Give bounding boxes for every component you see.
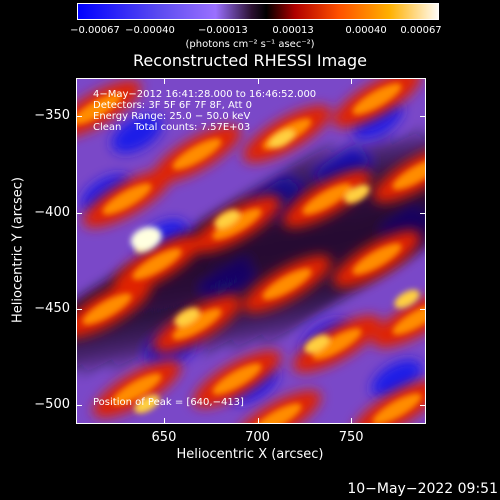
- y-tick-mark: [420, 404, 426, 406]
- positive-band-core: [212, 363, 262, 395]
- x-tick-mark: [351, 78, 353, 84]
- dark-ridge: [228, 94, 425, 350]
- colorbar-tick-label: 0.00040: [345, 25, 387, 36]
- positive-band-core: [132, 248, 182, 280]
- y-tick-mark: [76, 212, 82, 214]
- x-tick-mark: [163, 78, 165, 84]
- bright-spot: [304, 334, 330, 354]
- positive-band-core: [262, 268, 312, 300]
- positive-band-core: [352, 83, 402, 115]
- y-tick-mark: [76, 116, 82, 118]
- reconstructed-image: [77, 79, 425, 423]
- annotation-method-counts: Clean Total counts: 7.57E+03: [93, 122, 251, 133]
- bright-spot: [394, 289, 420, 309]
- positive-band-core: [82, 293, 132, 325]
- annotation-time-range: 4−May−2012 16:41:28.000 to 16:46:52.000: [93, 89, 317, 100]
- positive-band-core: [392, 303, 425, 335]
- positive-band-core: [212, 208, 262, 240]
- colorbar: [77, 3, 439, 20]
- colorbar-tick-label: 0.00067: [400, 25, 442, 36]
- y-axis-label: Heliocentric Y (arcsec): [10, 177, 26, 323]
- bright-spot: [344, 184, 370, 204]
- timestamp: 10−May−2022 09:51: [347, 481, 498, 497]
- positive-band-core: [392, 158, 425, 190]
- colorbar-tick-label: 0.00013: [272, 25, 314, 36]
- annotation-peak-position: Position of Peak = [640,−413]: [93, 397, 244, 408]
- x-tick-label: 700: [245, 430, 270, 445]
- colorbar-tick-label: −0.00067: [70, 25, 120, 36]
- x-tick-mark: [351, 418, 353, 424]
- annotation-energy-range: Energy Range: 25.0 − 50.0 keV: [93, 111, 251, 122]
- positive-band-core: [102, 183, 152, 215]
- positive-band-core: [352, 243, 402, 275]
- annotation-detectors: Detectors: 3F 5F 6F 7F 8F, Att 0: [93, 100, 253, 111]
- negative-lobe: [111, 114, 163, 154]
- x-axis-label: Heliocentric X (arcsec): [176, 447, 324, 462]
- peak-source: [130, 226, 162, 251]
- bright-spot: [134, 394, 160, 414]
- y-tick-label: −500: [34, 396, 70, 412]
- y-tick-mark: [76, 404, 82, 406]
- colorbar-tick-label: −0.00013: [198, 25, 248, 36]
- y-tick-mark: [420, 116, 426, 118]
- colorbar-tick-label: −0.00040: [125, 25, 175, 36]
- positive-band-core: [77, 93, 122, 125]
- bright-spot: [269, 129, 295, 149]
- positive-band-core: [252, 403, 302, 423]
- y-tick-mark: [420, 308, 426, 310]
- chart-title: Reconstructed RHESSI Image: [133, 51, 367, 70]
- positive-band-core: [372, 393, 422, 423]
- bright-spot: [214, 209, 240, 229]
- y-tick-label: −450: [34, 300, 70, 316]
- x-tick-mark: [163, 418, 165, 424]
- y-tick-mark: [420, 212, 426, 214]
- plot-area: 4−May−2012 16:41:28.000 to 16:46:52.000 …: [76, 78, 426, 424]
- positive-band-core: [172, 138, 222, 170]
- x-tick-mark: [257, 418, 259, 424]
- positive-band-core: [172, 308, 222, 340]
- positive-band-core: [312, 328, 362, 360]
- x-tick-mark: [257, 78, 259, 84]
- positive-band-core: [302, 183, 352, 215]
- y-tick-label: −400: [34, 204, 70, 220]
- x-tick-label: 650: [151, 430, 177, 445]
- positive-band-core: [112, 373, 162, 405]
- y-tick-mark: [76, 308, 82, 310]
- x-tick-label: 750: [338, 430, 364, 445]
- bright-spot: [174, 307, 200, 327]
- y-tick-label: −350: [34, 108, 70, 124]
- colorbar-units: (photons cm⁻² s⁻¹ asec⁻²): [185, 39, 315, 50]
